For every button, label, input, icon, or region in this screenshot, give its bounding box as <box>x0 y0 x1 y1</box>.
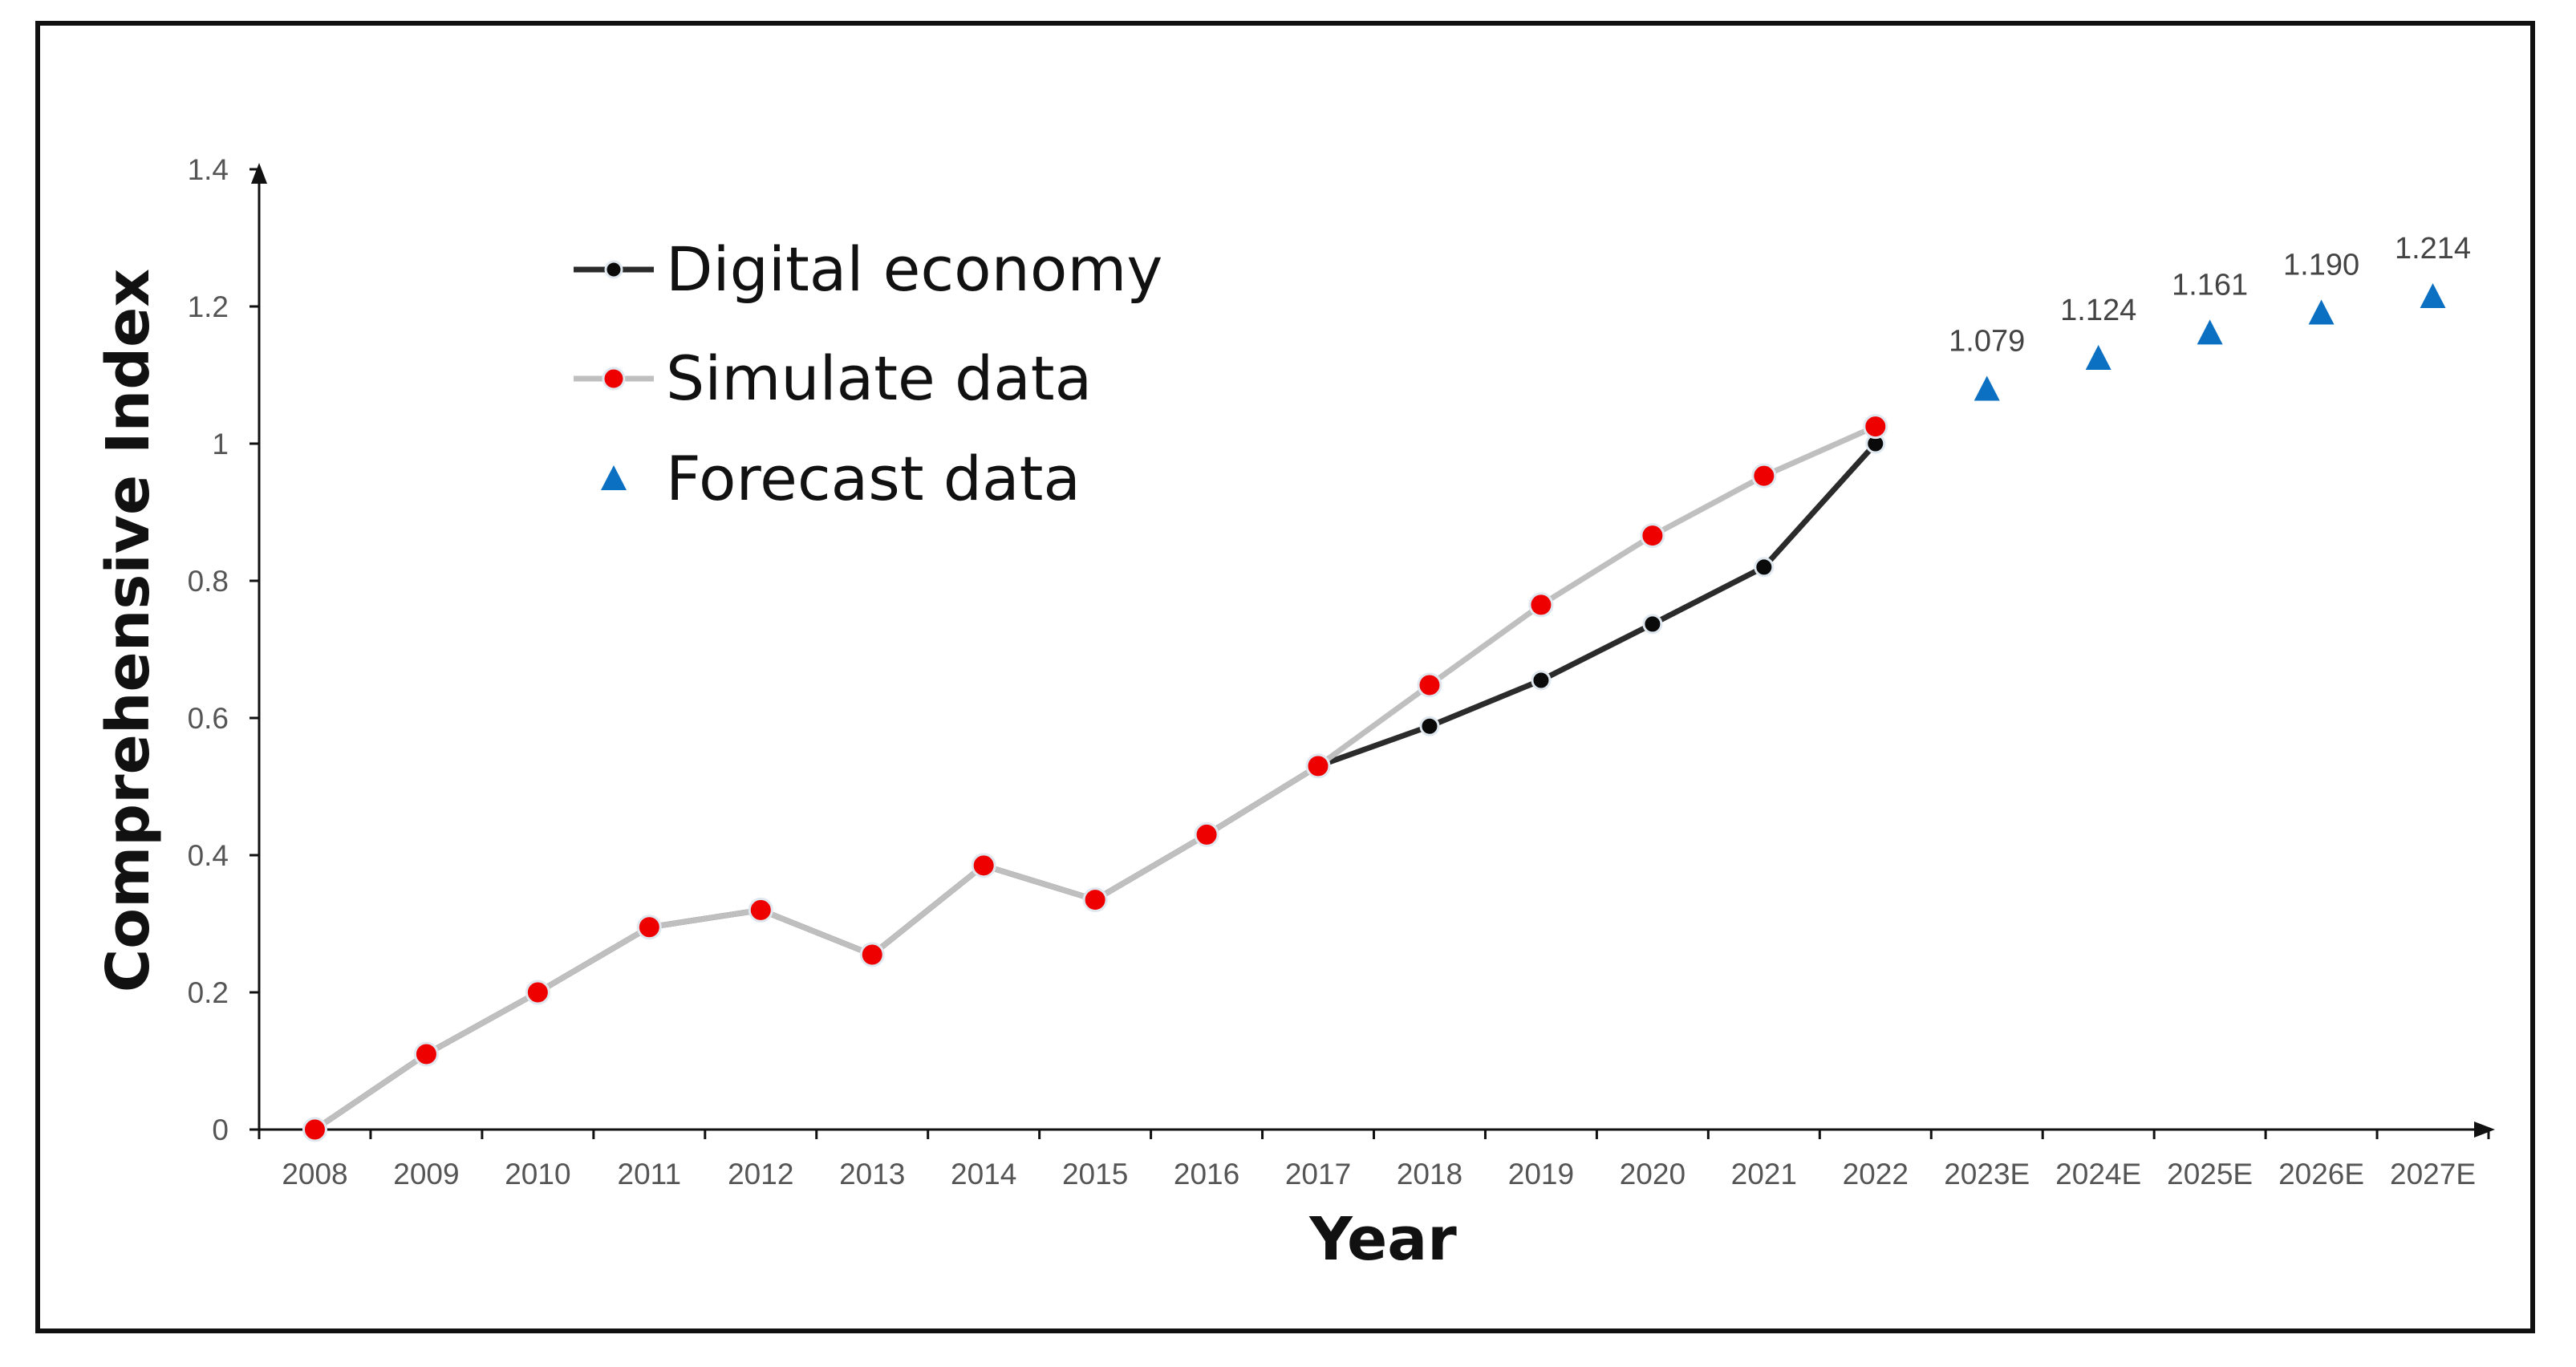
y-tick-label: 0.4 <box>188 839 229 872</box>
legend-simulate-data-marker <box>602 367 626 391</box>
y-tick-label: 1.4 <box>188 153 229 186</box>
y-tick-label: 0 <box>212 1113 229 1146</box>
legend-digital-economy-label: Digital economy <box>666 233 1162 305</box>
x-tick-label: 2019 <box>1508 1158 1574 1191</box>
y-axis-ticks: 0 0.2 0.4 0.6 0.8 1 1.2 1.4 <box>188 153 259 1146</box>
x-axis-arrowhead <box>2474 1122 2495 1138</box>
y-tick-label: 0.2 <box>188 976 229 1009</box>
y-axis-title: Comprehensive Index <box>94 269 163 992</box>
forecast-data-label: 1.124 <box>2060 294 2136 327</box>
y-tick-label: 0.8 <box>188 565 229 598</box>
x-tick-label: 2015 <box>1062 1158 1128 1191</box>
forecast-data-point <box>1974 375 2000 401</box>
x-tick-label: 2008 <box>282 1158 347 1191</box>
x-tick-label: 2023E <box>1944 1158 2030 1191</box>
digital-economy-line <box>313 441 1878 1132</box>
x-tick-label: 2022 <box>1843 1158 1909 1191</box>
simulate-data-point <box>636 915 662 940</box>
y-axis-arrowhead <box>251 163 267 184</box>
simulate-data-point <box>302 1117 327 1142</box>
legend-forecast-data-label: Forecast data <box>666 443 1081 514</box>
forecast-data-point <box>2197 319 2223 345</box>
legend: Digital economy Simulate data Forecast dat… <box>574 233 1162 514</box>
axes <box>251 163 2495 1138</box>
simulate-data-point <box>413 1041 439 1067</box>
x-axis-ticks: 2008 2009 2010 2011 2012 2013 2014 2015 2016 2017… <box>258 1130 2490 1191</box>
digital-economy-point <box>1642 614 1663 635</box>
x-tick-label: 2010 <box>505 1158 570 1191</box>
simulate-data-point <box>1640 523 1665 549</box>
data-labels: 1.079 1.124 1.161 1.190 1.214 <box>1949 232 2471 358</box>
simulate-data-point <box>748 897 773 923</box>
x-tick-label: 2009 <box>393 1158 459 1191</box>
x-tick-label: 2025E <box>2167 1158 2253 1191</box>
x-tick-label: 2016 <box>1174 1158 1239 1191</box>
x-tick-label: 2018 <box>1397 1158 1462 1191</box>
series-markers <box>302 283 2446 1142</box>
x-tick-label: 2020 <box>1620 1158 1686 1191</box>
simulate-data-point <box>1417 672 1442 698</box>
forecast-data-label: 1.161 <box>2172 268 2248 302</box>
digital-economy-point <box>1754 557 1775 578</box>
forecast-data-point <box>2085 344 2112 370</box>
x-tick-label: 2021 <box>1731 1158 1797 1191</box>
simulate-data-point <box>1305 753 1331 779</box>
legend-forecast-data-marker <box>601 465 627 490</box>
simulate-data-point <box>1194 821 1219 847</box>
simulate-data-point <box>1751 463 1777 489</box>
x-tick-label: 2013 <box>839 1158 905 1191</box>
x-tick-label: 2027E <box>2390 1158 2476 1191</box>
legend-simulate-data-label: Simulate data <box>666 343 1092 414</box>
simulate-data-point <box>971 853 996 878</box>
simulate-data-point <box>1082 887 1108 913</box>
x-tick-label: 2017 <box>1285 1158 1351 1191</box>
simulate-data-point <box>1528 592 1554 618</box>
digital-economy-point <box>1531 670 1552 691</box>
simulate-data-point <box>1863 414 1888 440</box>
forecast-data-point <box>2308 299 2335 325</box>
x-axis-title: Year <box>1308 1205 1457 1274</box>
simulate-data-point <box>525 980 550 1005</box>
y-tick-label: 1.2 <box>188 290 229 323</box>
x-tick-label: 2012 <box>728 1158 793 1191</box>
x-tick-label: 2026E <box>2278 1158 2364 1191</box>
x-tick-label: 2024E <box>2055 1158 2141 1191</box>
y-tick-label: 1 <box>212 428 229 460</box>
simulate-data-point <box>859 942 885 967</box>
forecast-data-label: 1.079 <box>1949 324 2025 358</box>
digital-economy-point <box>1419 716 1440 736</box>
x-tick-label: 2014 <box>951 1158 1016 1191</box>
y-tick-label: 0.6 <box>188 702 229 735</box>
forecast-data-label: 1.190 <box>2283 249 2359 282</box>
legend-digital-economy-marker <box>604 260 623 279</box>
forecast-data-point <box>2420 283 2446 309</box>
x-tick-label: 2011 <box>618 1158 682 1191</box>
chart-frame <box>35 21 2535 1333</box>
forecast-data-label: 1.214 <box>2395 232 2471 266</box>
